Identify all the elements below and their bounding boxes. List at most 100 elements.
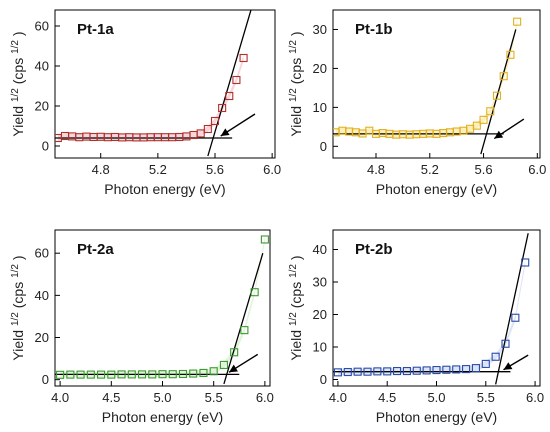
x-tick-label: 4.0 (329, 390, 347, 405)
data-point (225, 91, 234, 101)
x-tick-label: 5.5 (205, 390, 223, 405)
y-tick-label: 60 (35, 19, 49, 34)
data-point (56, 370, 65, 379)
data-point (158, 370, 167, 379)
x-tick-label: 6.0 (263, 162, 281, 177)
data-point (240, 326, 249, 335)
y-label-exp: 1/2 (288, 88, 299, 102)
data-layer (55, 10, 256, 157)
x-tick-label: 4.8 (92, 162, 110, 177)
y-label-close: ) (10, 31, 26, 36)
y-tick-label: 10 (313, 100, 327, 115)
data-point (210, 116, 220, 126)
threshold-arrow-head (494, 130, 504, 139)
data-layer (55, 235, 269, 385)
y-label-main: Yield (10, 106, 26, 137)
data-point (452, 365, 461, 374)
data-point (353, 367, 362, 376)
data-point (462, 365, 471, 374)
y-axis-label: Yield 1/2 (cps 1/2 ) (283, 255, 304, 360)
x-tick-label: 4.5 (102, 390, 120, 405)
y-tick-label: 40 (313, 242, 327, 257)
data-point (481, 359, 490, 368)
y-tick-label: 30 (313, 22, 327, 37)
y-label-unit-exp: 1/2 (10, 40, 21, 54)
x-tick-label: 6.0 (256, 390, 274, 405)
plot-frame (332, 9, 541, 159)
y-label-main: Yield (288, 330, 304, 361)
panel-title: Pt-2b (355, 241, 393, 258)
data-point (333, 368, 342, 377)
data-point (501, 339, 510, 348)
x-tick-label: 5.6 (206, 162, 224, 177)
y-tick-label: 0 (320, 372, 327, 387)
x-tick-label: 4.5 (378, 390, 396, 405)
x-tick-label: 5.2 (149, 162, 167, 177)
panel-title: Pt-1b (355, 21, 393, 38)
y-tick-label: 0 (42, 372, 49, 387)
y-tick-label: 0 (42, 139, 49, 154)
y-tick-label: 20 (35, 99, 49, 114)
data-point (499, 72, 508, 81)
data-point (513, 17, 522, 26)
data-point (442, 365, 451, 374)
data-point (209, 367, 218, 376)
y-tick-label: 0 (320, 139, 327, 154)
y-tick-label: 20 (35, 330, 49, 345)
x-tick-label: 5.0 (427, 390, 445, 405)
y-label-unit-exp: 1/2 (10, 264, 21, 278)
y-axis-label: Yield 1/2 (cps 1/2 ) (5, 255, 26, 360)
panel-pt-1a: Pt-1a Photon energy (eV) Yield 1/2 (cps … (10, 9, 281, 197)
x-axis-label: Photon energy (eV) (376, 181, 497, 197)
y-tick-label: 30 (313, 275, 327, 290)
data-point (479, 115, 488, 124)
x-tick-label: 5.6 (475, 162, 493, 177)
data-point (230, 348, 239, 357)
data-point (383, 367, 392, 376)
y-tick-label: 20 (313, 61, 327, 76)
data-band (337, 259, 526, 376)
threshold-arrow-head (220, 128, 230, 136)
x-axis-label: Photon energy (eV) (104, 181, 225, 197)
threshold-fit-line (207, 10, 252, 157)
y-label-unit-exp: 1/2 (288, 264, 299, 278)
x-axis-label: Photon energy (eV) (376, 409, 497, 425)
data-point (168, 370, 177, 379)
y-label-close: ) (288, 31, 304, 36)
threshold-fit-line (223, 253, 264, 385)
x-tick-label: 4.8 (367, 162, 385, 177)
data-point (250, 288, 259, 297)
data-point (491, 352, 500, 361)
data-point (199, 368, 208, 377)
data-point (178, 369, 188, 379)
y-label-close: ) (10, 255, 26, 260)
data-point (148, 370, 157, 379)
panel-title: Pt-1a (77, 21, 114, 38)
x-tick-label: 4.0 (51, 390, 69, 405)
data-point (343, 367, 352, 377)
y-label-unit: (cps (10, 282, 26, 308)
y-label-unit: (cps (288, 282, 304, 308)
data-point (412, 366, 421, 375)
data-point (492, 91, 502, 100)
y-label-exp: 1/2 (288, 312, 299, 326)
x-tick-label: 6.0 (526, 390, 544, 405)
x-tick-label: 5.5 (477, 390, 495, 405)
threshold-arrow-head (503, 362, 513, 370)
data-point (471, 364, 480, 373)
data-point (203, 124, 212, 134)
data-point (472, 121, 481, 130)
y-label-unit-exp: 1/2 (288, 40, 299, 54)
y-tick-label: 20 (313, 307, 327, 322)
y-label-exp: 1/2 (10, 312, 21, 326)
data-point (107, 370, 116, 379)
data-point (506, 50, 515, 59)
y-label-main: Yield (288, 106, 304, 137)
data-point (76, 370, 85, 379)
data-point (239, 53, 248, 63)
threshold-fit-line (495, 233, 529, 385)
data-point (189, 369, 198, 378)
data-point (486, 107, 495, 116)
y-label-unit: (cps (10, 58, 26, 84)
data-layer (333, 233, 530, 385)
